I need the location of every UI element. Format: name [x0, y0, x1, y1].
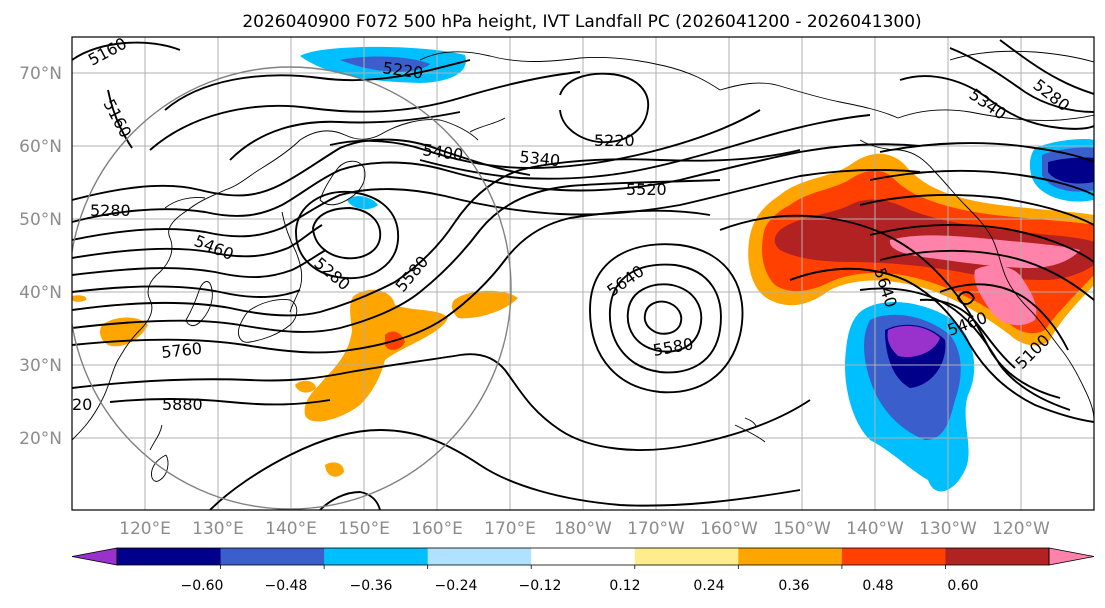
lon-label: 140°W [846, 519, 904, 539]
lat-axis: 70°N 60°N 50°N 40°N 30°N 20°N [19, 64, 62, 449]
lat-label: 50°N [19, 210, 62, 230]
colorbar-tick-label: −0.12 [519, 578, 562, 594]
lon-label: 120°W [992, 519, 1050, 539]
height-contours [72, 39, 1094, 510]
colorbar-segment [531, 548, 636, 565]
colorbar-tick-label: −0.48 [265, 578, 308, 594]
ivt-blob-japan-east-2 [451, 290, 518, 319]
colorbar-tick-label: 0.60 [947, 578, 978, 594]
lat-label: 20°N [19, 429, 62, 449]
lon-label: 180°W [554, 519, 612, 539]
colorbar-extend-max [1048, 547, 1095, 566]
colorbar-ticks: −0.60 −0.48 −0.36 −0.24 −0.12 0.12 0.24 … [181, 578, 979, 594]
colorbar-tick-label: −0.24 [435, 578, 478, 594]
lon-label: 170°E [484, 519, 536, 539]
lon-label: 140°E [265, 519, 317, 539]
colorbar-segments [71, 547, 1095, 569]
colorbar-segment [841, 548, 946, 565]
colorbar-extend-min [71, 547, 118, 566]
map-panel: 5160 5160 5220 5220 5280 5280 5340 5340 … [71, 36, 1095, 511]
figure-title: 2026040900 F072 500 hPa height, IVT Land… [242, 12, 921, 32]
radius-circle [72, 66, 512, 510]
contour-label: 20 [72, 395, 92, 414]
contour-label: 5520 [626, 180, 667, 199]
colorbar-tick-label: −0.36 [350, 578, 393, 594]
ivt-blob-kamchatka [347, 196, 378, 210]
ivt-blob-small-3 [72, 295, 87, 302]
lon-label: 170°W [627, 519, 685, 539]
colorbar-segment [220, 548, 325, 565]
lon-label: 150°W [773, 519, 831, 539]
contour-label: 5880 [162, 395, 203, 414]
colorbar-segment [117, 548, 222, 565]
lon-label: 130°E [192, 519, 244, 539]
ivt-blob-small-2 [325, 462, 344, 477]
colorbar-segment [945, 548, 1050, 565]
colorbar-tick-label: 0.36 [778, 578, 809, 594]
colorbar-tick-label: −0.60 [181, 578, 224, 594]
contour-label: 5340 [519, 147, 561, 170]
ivt-negative-shading [300, 46, 1094, 492]
colorbar-segment [738, 548, 843, 565]
lon-label: 150°E [338, 519, 390, 539]
lon-label: 160°E [411, 519, 463, 539]
lat-label: 60°N [19, 137, 62, 157]
lat-label: 30°N [19, 356, 62, 376]
colorbar-segment [634, 548, 739, 565]
lat-label: 70°N [19, 64, 62, 84]
lat-label: 40°N [19, 283, 62, 303]
colorbar-segment [324, 548, 429, 565]
coastlines [72, 50, 1094, 482]
colorbar: −0.60 −0.48 −0.36 −0.24 −0.12 0.12 0.24 … [71, 547, 1095, 594]
colorbar-tick-label: 0.48 [862, 578, 893, 594]
contour-label: 5220 [594, 131, 635, 150]
contour-label: 5760 [160, 339, 202, 362]
colorbar-outline [116, 547, 1050, 566]
map-frame [71, 36, 1095, 511]
ivt-blob-north-pacific-peak [889, 235, 1080, 268]
lon-label: 160°W [700, 519, 758, 539]
ivt-blob-japan-east [304, 289, 448, 422]
colorbar-segment [427, 548, 532, 565]
ivt-blob-arctic-core [340, 56, 430, 72]
lon-axis: 120°E 130°E 140°E 150°E 160°E 170°E 180°… [119, 519, 1050, 539]
colorbar-tick-label: 0.12 [609, 578, 640, 594]
lon-label: 120°E [119, 519, 171, 539]
ivt-blob-canada-deep [1048, 157, 1094, 184]
lon-label: 130°W [919, 519, 977, 539]
ivt-blob-east-pacific-peak [887, 325, 940, 358]
colorbar-tick-label: 0.24 [693, 578, 724, 594]
ivt-blob-small-1 [295, 380, 316, 393]
contour-label: 5280 [90, 201, 131, 220]
